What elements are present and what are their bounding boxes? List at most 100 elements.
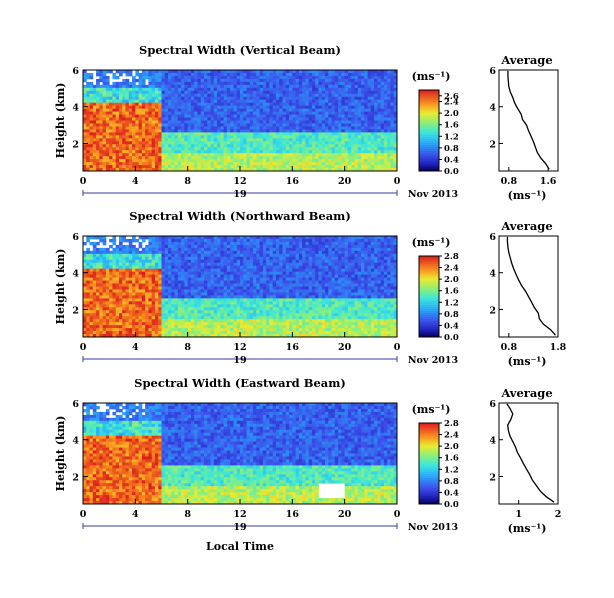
heatmap-cell [105,87,110,92]
heatmap-cell [364,129,368,133]
heatmap-cell [298,117,303,121]
heatmap-cell [370,129,375,133]
heatmap-cell [89,126,94,130]
heatmap-cell [249,147,254,151]
heatmap-cell [177,96,182,101]
heatmap-cell [112,111,117,115]
heatmap-cell [135,238,139,243]
heatmap-cell [240,236,244,240]
heatmap-cell [187,120,192,124]
heatmap-cell [151,310,156,314]
heatmap-cell [171,144,175,148]
heatmap-cell [331,150,336,154]
heatmap-cell [325,162,329,166]
heatmap-cell [272,159,277,163]
heatmap-cell [249,111,254,115]
heatmap-cell [266,165,270,169]
heatmap-cell [334,150,339,154]
heatmap-cell [302,123,306,127]
heatmap-cell [154,96,159,101]
heatmap-cell [233,123,238,127]
heatmap-cell [236,283,241,287]
heatmap-cell [240,141,244,145]
heatmap-cell [83,99,87,104]
heatmap-cell [246,132,251,136]
heatmap-cell [112,108,117,112]
heatmap-cell [92,259,97,264]
heatmap-cell [99,307,104,311]
heatmap-cell [302,81,306,86]
heatmap-cell [145,322,149,326]
heatmap-cell [220,244,225,249]
heatmap-cell [308,126,313,130]
heatmap-cell [289,102,293,107]
heatmap-cell [213,72,218,77]
heatmap-cell [190,301,195,305]
heatmap-cell [158,271,162,276]
heatmap-cell [125,310,130,314]
heatmap-cell [390,105,395,110]
heatmap-cell [311,165,316,169]
heatmap-cell [197,159,202,163]
heatmap-cell [102,102,107,107]
heatmap-cell [102,141,107,145]
heatmap-cell [374,135,378,139]
heatmap-cell [292,90,296,95]
heatmap-cell [266,96,270,101]
heatmap-cell [122,81,126,86]
heatmap-cell [141,141,146,145]
heatmap-cell [393,162,398,166]
heatmap-cell [132,159,136,163]
heatmap-cell [174,253,179,258]
heatmap-cell [289,105,293,110]
heatmap-cell [158,298,162,302]
heatmap-cell [171,78,175,83]
heatmap-cell [302,153,306,157]
heatmap-cell [187,262,192,267]
heatmap-cell [262,87,267,92]
heatmap-cell [122,298,126,302]
heatmap-cell [207,123,211,127]
heatmap-cell [115,283,120,287]
heatmap-cell [164,268,169,273]
heatmap-cell [109,292,113,296]
heatmap-cell [138,277,143,281]
heatmap-cell [115,298,120,302]
heatmap-cell [243,310,247,314]
heatmap-cell [289,108,293,112]
heatmap-cell [226,162,231,166]
heatmap-cell [354,132,359,136]
heatmap-cell [298,105,303,110]
heatmap-cell [240,90,244,95]
heatmap-cell [112,271,117,276]
heatmap-cell [177,283,182,287]
heatmap-cell [387,156,391,160]
heatmap-cell [315,111,319,115]
heatmap-cell [364,165,368,169]
heatmap-cell [262,81,267,86]
heatmap-cell [197,244,202,249]
heatmap-cell [96,120,100,124]
heatmap-cell [190,75,195,80]
heatmap-cell [89,307,94,311]
heatmap-cell [318,70,323,74]
heatmap-cell [380,168,385,172]
heatmap-cell [249,138,254,142]
heatmap-cell [289,168,293,172]
heatmap-cell [102,75,107,80]
heatmap-cell [96,298,100,302]
heatmap-cell [194,262,198,267]
heatmap-cell [112,138,117,142]
heatmap-cell [253,81,257,86]
heatmap-cell [158,108,162,112]
heatmap-cell [161,322,166,326]
heatmap-cell [285,120,290,124]
heatmap-cell [233,90,238,95]
heatmap-cell [318,165,323,169]
heatmap-cell [184,147,189,151]
heatmap-cell [181,114,185,118]
heatmap-cell [207,247,211,252]
heatmap-cell [141,301,146,305]
heatmap-cell [158,328,162,332]
heatmap-cell [246,114,251,118]
